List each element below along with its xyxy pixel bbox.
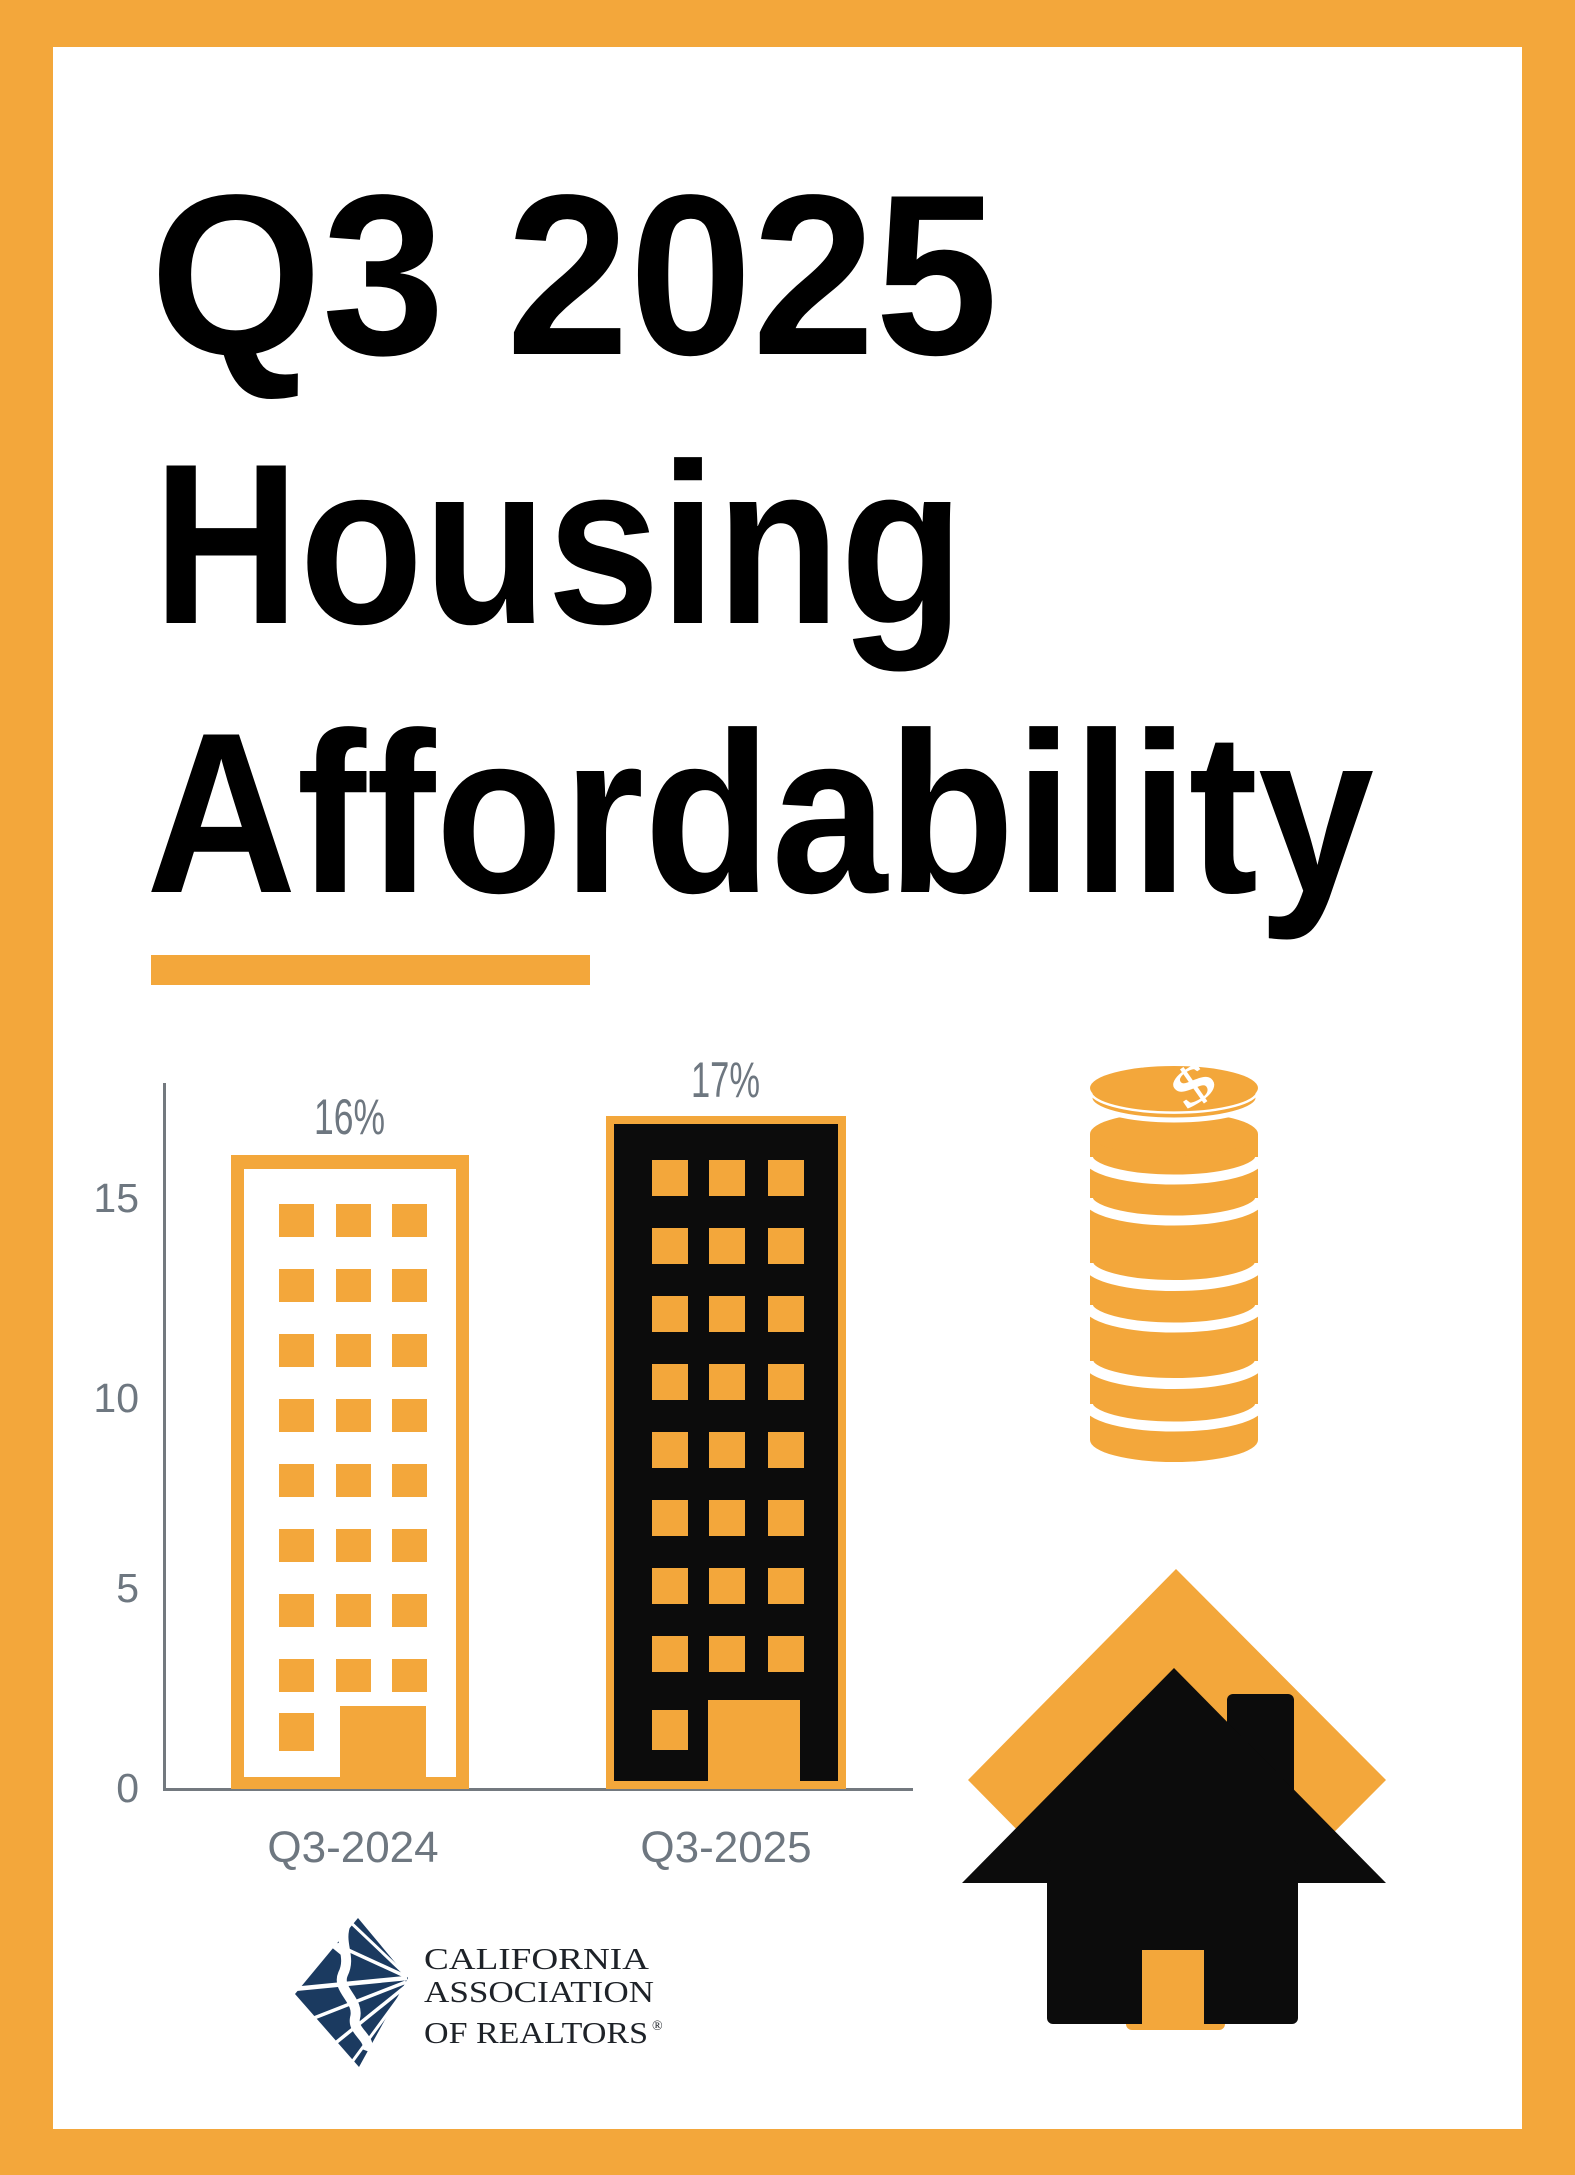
svg-text:ASSOCIATION: ASSOCIATION — [424, 1974, 654, 2009]
svg-text:®: ® — [652, 2019, 663, 2034]
svg-text:5: 5 — [116, 1565, 139, 1611]
svg-text:10: 10 — [93, 1375, 139, 1421]
svg-text:15: 15 — [93, 1175, 139, 1221]
svg-text:Affordability: Affordability — [146, 685, 1374, 941]
svg-text:CALIFORNIA: CALIFORNIA — [424, 1941, 650, 1976]
svg-text:OF REALTORS: OF REALTORS — [424, 2015, 648, 2050]
svg-text:Q3-2025: Q3-2025 — [640, 1823, 811, 1872]
svg-text:0: 0 — [116, 1765, 139, 1811]
svg-text:17%: 17% — [691, 1052, 760, 1108]
svg-text:Q3 2025: Q3 2025 — [150, 147, 998, 403]
svg-text:16%: 16% — [314, 1089, 385, 1145]
svg-text:Housing: Housing — [153, 416, 964, 672]
svg-text:Q3-2024: Q3-2024 — [267, 1823, 438, 1872]
